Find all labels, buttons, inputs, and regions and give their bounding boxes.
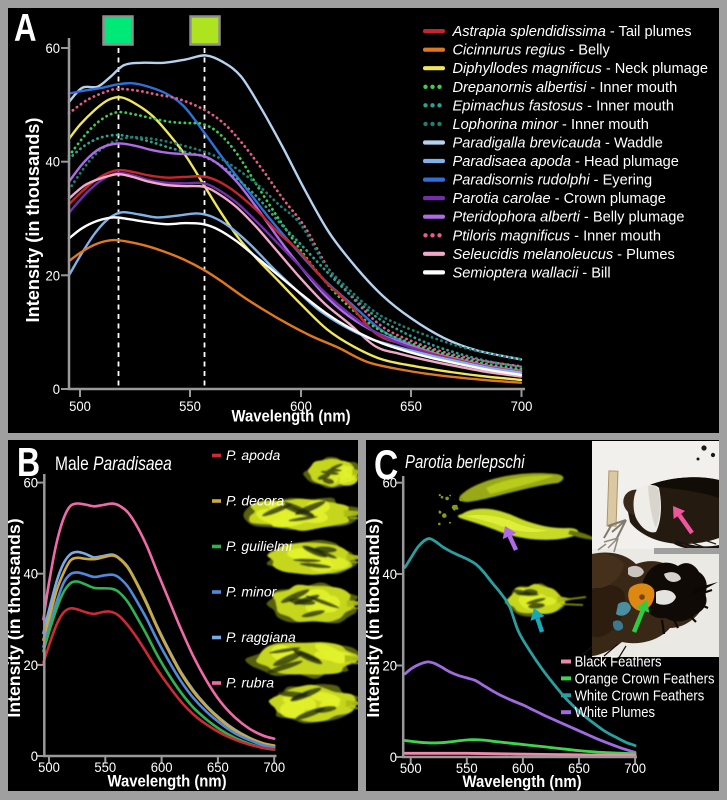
svg-text:Parotia carolae - Crown plumag: Parotia carolae - Crown plumage	[453, 191, 666, 207]
svg-text:Lophorina minor - Inner mouth: Lophorina minor - Inner mouth	[453, 117, 649, 133]
svg-text:Diphyllodes magnificus - Neck: Diphyllodes magnificus - Neck plumage	[453, 61, 709, 77]
svg-text:Ptiloris magnificus - Inner mo: Ptiloris magnificus - Inner mouth	[453, 228, 661, 244]
svg-text:500: 500	[69, 399, 91, 415]
svg-text:0: 0	[53, 382, 61, 398]
svg-text:600: 600	[151, 760, 173, 776]
svg-text:Paradisaea apoda - Head plumag: Paradisaea apoda - Head plumage	[453, 154, 679, 170]
svg-text:60: 60	[23, 475, 38, 491]
svg-text:0: 0	[390, 750, 398, 766]
svg-text:Wavelength (nm): Wavelength (nm)	[231, 408, 350, 426]
svg-text:40: 40	[382, 567, 397, 583]
svg-text:Epimachus fastosus - Inner mou: Epimachus fastosus - Inner mouth	[453, 98, 674, 114]
svg-text:20: 20	[45, 268, 60, 284]
svg-text:500: 500	[38, 760, 60, 776]
svg-text:20: 20	[23, 657, 38, 673]
svg-text:Parotia berlepschi: Parotia berlepschi	[405, 452, 526, 473]
svg-text:40: 40	[23, 566, 38, 582]
svg-text:40: 40	[45, 154, 60, 170]
svg-text:A: A	[14, 8, 37, 50]
svg-text:60: 60	[45, 41, 60, 57]
svg-text:0: 0	[31, 749, 39, 765]
svg-text:650: 650	[207, 760, 229, 776]
svg-text:B: B	[17, 440, 40, 485]
svg-text:Intensity (in thousands): Intensity (in thousands)	[366, 518, 383, 717]
svg-text:P. raggiana: P. raggiana	[226, 629, 296, 645]
svg-text:Male Paradisaea: Male Paradisaea	[55, 453, 172, 475]
svg-text:P. decora: P. decora	[226, 493, 284, 509]
svg-text:700: 700	[263, 760, 285, 776]
svg-text:Seleucidis melanoleucus - Plum: Seleucidis melanoleucus - Plumes	[453, 247, 675, 263]
svg-text:Paradisornis rudolphi - Eyerin: Paradisornis rudolphi - Eyering	[453, 173, 653, 189]
svg-text:Wavelength (nm): Wavelength (nm)	[107, 773, 226, 791]
svg-text:Paradigalla brevicauda - Waddl: Paradigalla brevicauda - Waddle	[453, 136, 663, 152]
svg-text:P. minor: P. minor	[226, 584, 278, 600]
svg-text:White Crown Feathers: White Crown Feathers	[575, 688, 705, 704]
svg-text:60: 60	[382, 475, 397, 491]
svg-text:600: 600	[290, 399, 312, 415]
svg-text:P. rubra: P. rubra	[226, 675, 274, 691]
svg-text:20: 20	[382, 658, 397, 674]
svg-text:650: 650	[568, 761, 590, 777]
svg-text:700: 700	[511, 399, 533, 415]
svg-text:Astrapia splendidissima - Tail: Astrapia splendidissima - Tail plumes	[452, 24, 692, 40]
svg-text:Intensity (in thousands): Intensity (in thousands)	[8, 518, 24, 717]
svg-text:Wavelength (nm): Wavelength (nm)	[462, 773, 581, 791]
svg-text:P. guilielmi: P. guilielmi	[226, 538, 293, 554]
svg-text:Pteridophora alberti - Belly p: Pteridophora alberti - Belly plumage	[453, 210, 685, 226]
svg-text:Semioptera wallacii - Bill: Semioptera wallacii - Bill	[453, 265, 611, 281]
svg-text:Black Feathers: Black Feathers	[575, 654, 662, 670]
svg-text:550: 550	[456, 761, 478, 777]
svg-text:C: C	[374, 443, 398, 489]
svg-text:700: 700	[624, 761, 646, 777]
svg-text:Intensity (in thousands): Intensity (in thousands)	[23, 118, 43, 323]
svg-text:Orange Crown Feathers: Orange Crown Feathers	[575, 671, 715, 687]
svg-text:Cicinnurus regius - Belly: Cicinnurus regius - Belly	[453, 43, 611, 59]
svg-text:550: 550	[179, 399, 201, 415]
svg-text:White Plumes: White Plumes	[575, 705, 656, 721]
svg-text:500: 500	[400, 761, 422, 777]
svg-text:Drepanornis albertisi - Inner: Drepanornis albertisi - Inner mouth	[453, 80, 678, 96]
svg-text:650: 650	[400, 399, 422, 415]
svg-text:P. apoda: P. apoda	[226, 447, 280, 463]
svg-text:600: 600	[512, 761, 534, 777]
svg-text:550: 550	[94, 760, 116, 776]
